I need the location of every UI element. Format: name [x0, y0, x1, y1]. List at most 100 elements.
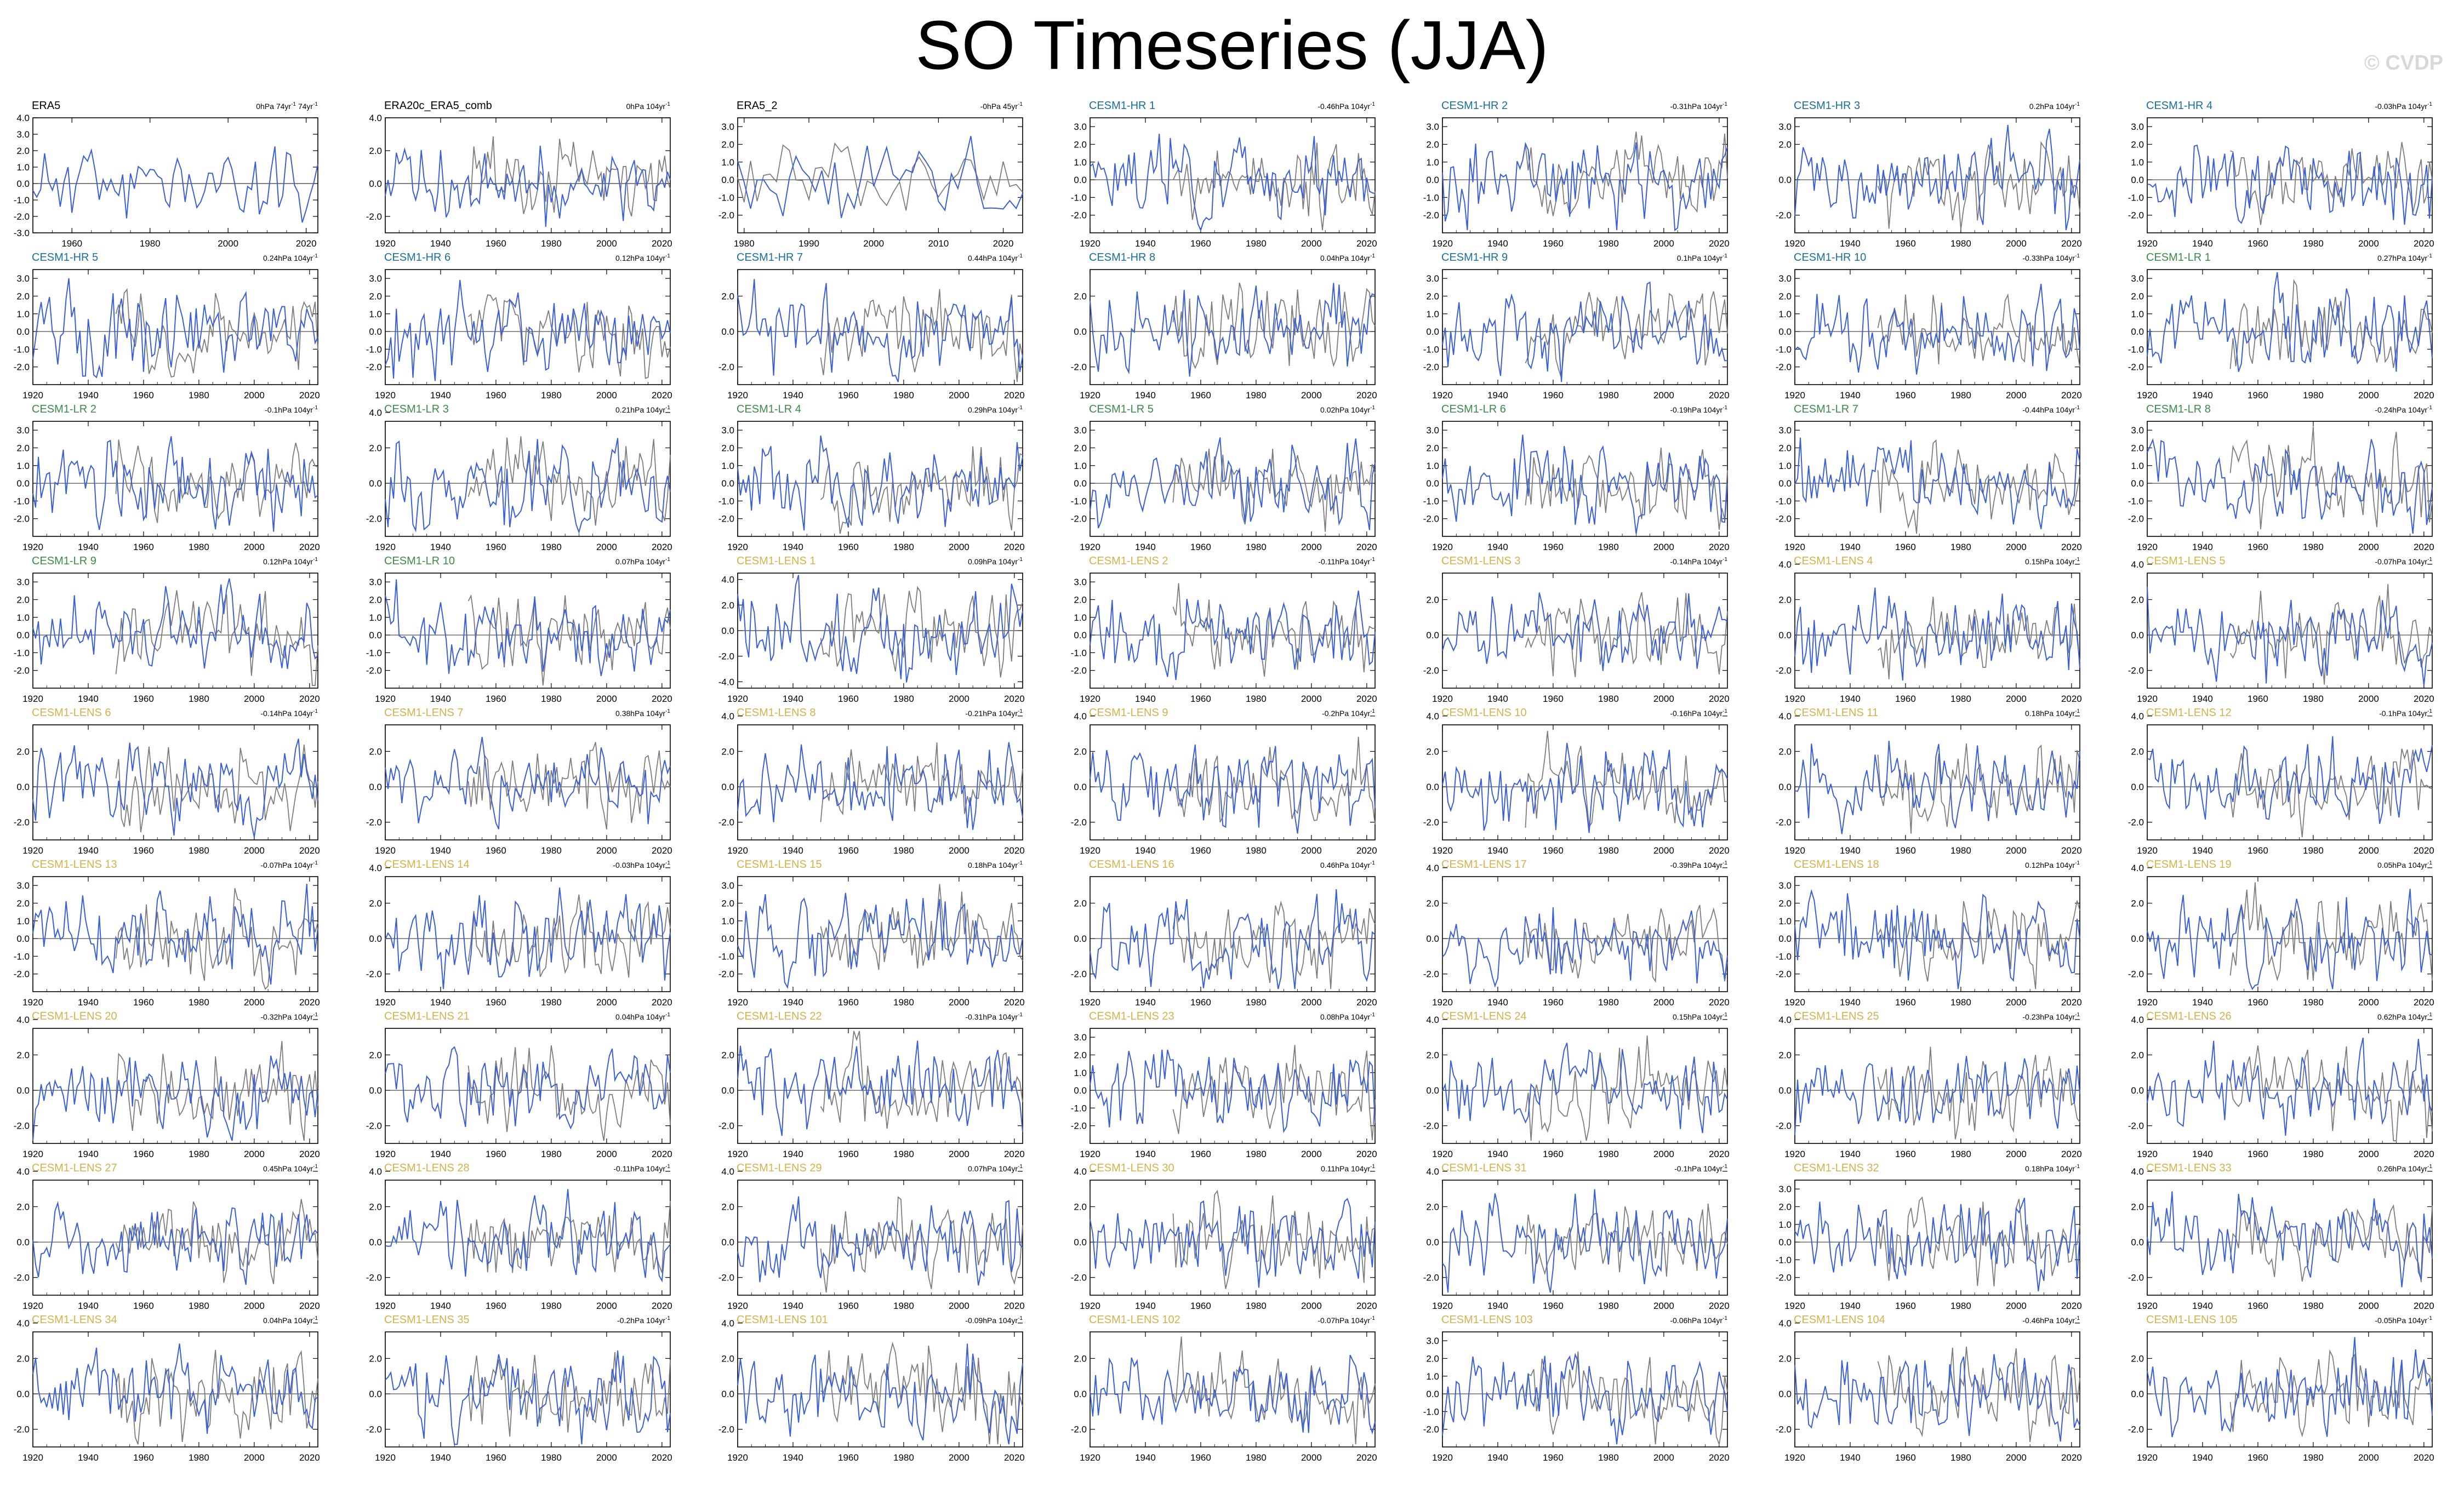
- panel: ERA20c_ERA5_comb 0hPa 104yr-1 4.0 2.0 0.0 -2.…: [366, 100, 672, 249]
- x-tick-label: 1940: [430, 1452, 451, 1463]
- x-tick-label: 1940: [430, 845, 451, 856]
- y-tick-label: 2.0: [369, 1202, 382, 1212]
- y-tick-label: -1.0: [718, 951, 734, 962]
- plot-frame: [32, 876, 318, 992]
- plot-frame: [385, 1180, 671, 1296]
- x-tick-label: 2000: [1301, 845, 1322, 856]
- trend-label: -0.24hPa 104yr-1: [2375, 405, 2432, 414]
- x-tick-label: 2020: [2414, 542, 2434, 552]
- y-tick-label: 0.0: [16, 1085, 30, 1096]
- plot-frame: [1442, 421, 1728, 537]
- y-tick-label: -2.0: [14, 666, 30, 676]
- y-tick-label: 4.0: [1426, 1166, 1439, 1177]
- panel-title: CESM1-LENS 12: [2146, 707, 2232, 719]
- x-tick-label: 1980: [541, 542, 562, 552]
- panel: CESM1-LENS 16 0.46hPa 104yr-1 2.0 0.0 -2.0 19…: [1071, 859, 1377, 1008]
- plot-frame: [385, 573, 671, 689]
- panel-title: CESM1-LR 5: [1089, 403, 1154, 415]
- x-tick-label: 1940: [1840, 1301, 1861, 1311]
- y-tick-label: 2.0: [369, 594, 382, 605]
- trend-label: -0.07hPa 104yr-1: [2375, 557, 2432, 566]
- panel-title: CESM1-LENS 104: [1794, 1314, 1885, 1326]
- panel-title: CESM1-LENS 26: [2146, 1010, 2232, 1022]
- panel: CESM1-LENS 33 0.26hPa 104yr-1 4.0 2.0 0.0 -2.…: [2128, 1162, 2434, 1311]
- panel: CESM1-LENS 6 -0.14hPa 104yr-1 2.0 0.0 -2.0 19…: [14, 707, 320, 856]
- y-tick-label: 1.0: [721, 157, 734, 168]
- y-tick-label: 2.0: [721, 746, 734, 757]
- y-tick-label: -2.0: [366, 969, 382, 980]
- x-tick-label: 1940: [1840, 238, 1861, 249]
- y-tick-label: -2.0: [718, 1424, 734, 1435]
- series-line: [1442, 592, 1728, 671]
- x-tick-label: 2020: [652, 390, 672, 401]
- x-tick-label: 2020: [2061, 997, 2082, 1008]
- y-tick-label: 0.0: [1778, 630, 1792, 640]
- x-tick-label: 1940: [1487, 1149, 1508, 1159]
- y-tick-label: -2.0: [718, 514, 734, 524]
- x-tick-label: 1960: [838, 1452, 859, 1463]
- observed-series-line: [2229, 279, 2433, 369]
- x-tick-label: 1920: [727, 1149, 748, 1159]
- x-tick-label: 1980: [1950, 542, 1971, 552]
- trend-label: 0.07hPa 104yr-1: [968, 1164, 1023, 1173]
- y-tick-label: 4.0: [1426, 863, 1439, 873]
- y-tick-label: 2.0: [1426, 594, 1439, 605]
- panel: CESM1-LENS 25 -0.23hPa 104yr-1 4.0 2.0 0.0 -2…: [1776, 1010, 2082, 1159]
- y-tick-label: 4.0: [1074, 711, 1087, 722]
- x-tick-label: 1940: [430, 390, 451, 401]
- plot-frame: [2147, 724, 2433, 840]
- panel-title: CESM1-LENS 35: [384, 1314, 470, 1326]
- series-line: [737, 742, 1023, 830]
- x-tick-label: 1920: [22, 542, 43, 552]
- panel: CESM1-LENS 21 0.04hPa 104yr-1 2.0 0.0 -2.0 19…: [366, 1010, 672, 1159]
- panel: CESM1-LENS 29 0.07hPa 104yr-1 4.0 2.0 0.0 -2.…: [718, 1162, 1025, 1311]
- plot-frame: [385, 421, 671, 537]
- x-tick-label: 1980: [893, 1452, 914, 1463]
- y-tick-label: -2.0: [366, 817, 382, 828]
- x-tick-label: 2020: [1709, 845, 1730, 856]
- panel: CESM1-LENS 28 -0.11hPa 104yr-1 4.0 2.0 0.0 -2…: [366, 1162, 672, 1311]
- y-tick-label: 3.0: [1426, 425, 1439, 436]
- y-tick-label: -2.0: [718, 362, 734, 373]
- observed-series-line: [820, 446, 1023, 534]
- x-tick-label: 2000: [596, 694, 617, 704]
- x-tick-label: 2020: [1356, 1452, 1377, 1463]
- observed-series-line: [2229, 584, 2433, 685]
- y-tick-label: 2.0: [16, 443, 30, 453]
- x-tick-label: 2000: [244, 997, 265, 1008]
- panel-title: CESM1-HR 10: [1794, 251, 1866, 264]
- plot-frame: [32, 269, 318, 385]
- x-tick-label: 1980: [1598, 390, 1619, 401]
- x-tick-label: 1940: [1135, 238, 1156, 249]
- x-tick-label: 1980: [1950, 1149, 1971, 1159]
- y-tick-label: 4.0: [1426, 1015, 1439, 1025]
- observed-series-line: [820, 1341, 1023, 1445]
- x-tick-label: 1940: [78, 542, 99, 552]
- trend-label: 0.02hPa 104yr-1: [1320, 405, 1375, 414]
- plot-frame: [737, 1331, 1023, 1447]
- x-tick-label: 1980: [2303, 390, 2324, 401]
- y-tick-label: -2.0: [1071, 514, 1087, 524]
- x-tick-label: 1940: [1487, 694, 1508, 704]
- y-tick-label: 3.0: [721, 880, 734, 891]
- panel-title: CESM1-LENS 5: [2146, 555, 2226, 567]
- y-tick-label: 0.0: [1074, 175, 1087, 185]
- trend-label: -0.32hPa 104yr-1: [260, 1012, 318, 1021]
- y-tick-label: -1.0: [1071, 648, 1087, 658]
- panel-title: CESM1-HR 3: [1794, 100, 1860, 112]
- x-tick-label: 1920: [1784, 542, 1805, 552]
- x-tick-label: 1980: [893, 694, 914, 704]
- x-tick-label: 2000: [2358, 845, 2379, 856]
- y-tick-label: 2.0: [1778, 746, 1792, 757]
- x-tick-label: 1980: [1598, 1301, 1619, 1311]
- x-tick-label: 1980: [541, 845, 562, 856]
- y-tick-label: 0.0: [16, 478, 30, 489]
- x-tick-label: 2000: [1301, 1301, 1322, 1311]
- trend-label: 0.21hPa 104yr-1: [615, 405, 670, 414]
- panel: CESM1-LENS 13 -0.07hPa 104yr-1 3.0 2.0 1.0 0.…: [14, 859, 320, 1008]
- x-tick-label: 1960: [1543, 238, 1564, 249]
- y-tick-label: 0.0: [2131, 1237, 2144, 1248]
- plot-frame: [1442, 876, 1728, 992]
- series-line: [737, 892, 1023, 989]
- x-tick-label: 1980: [541, 997, 562, 1008]
